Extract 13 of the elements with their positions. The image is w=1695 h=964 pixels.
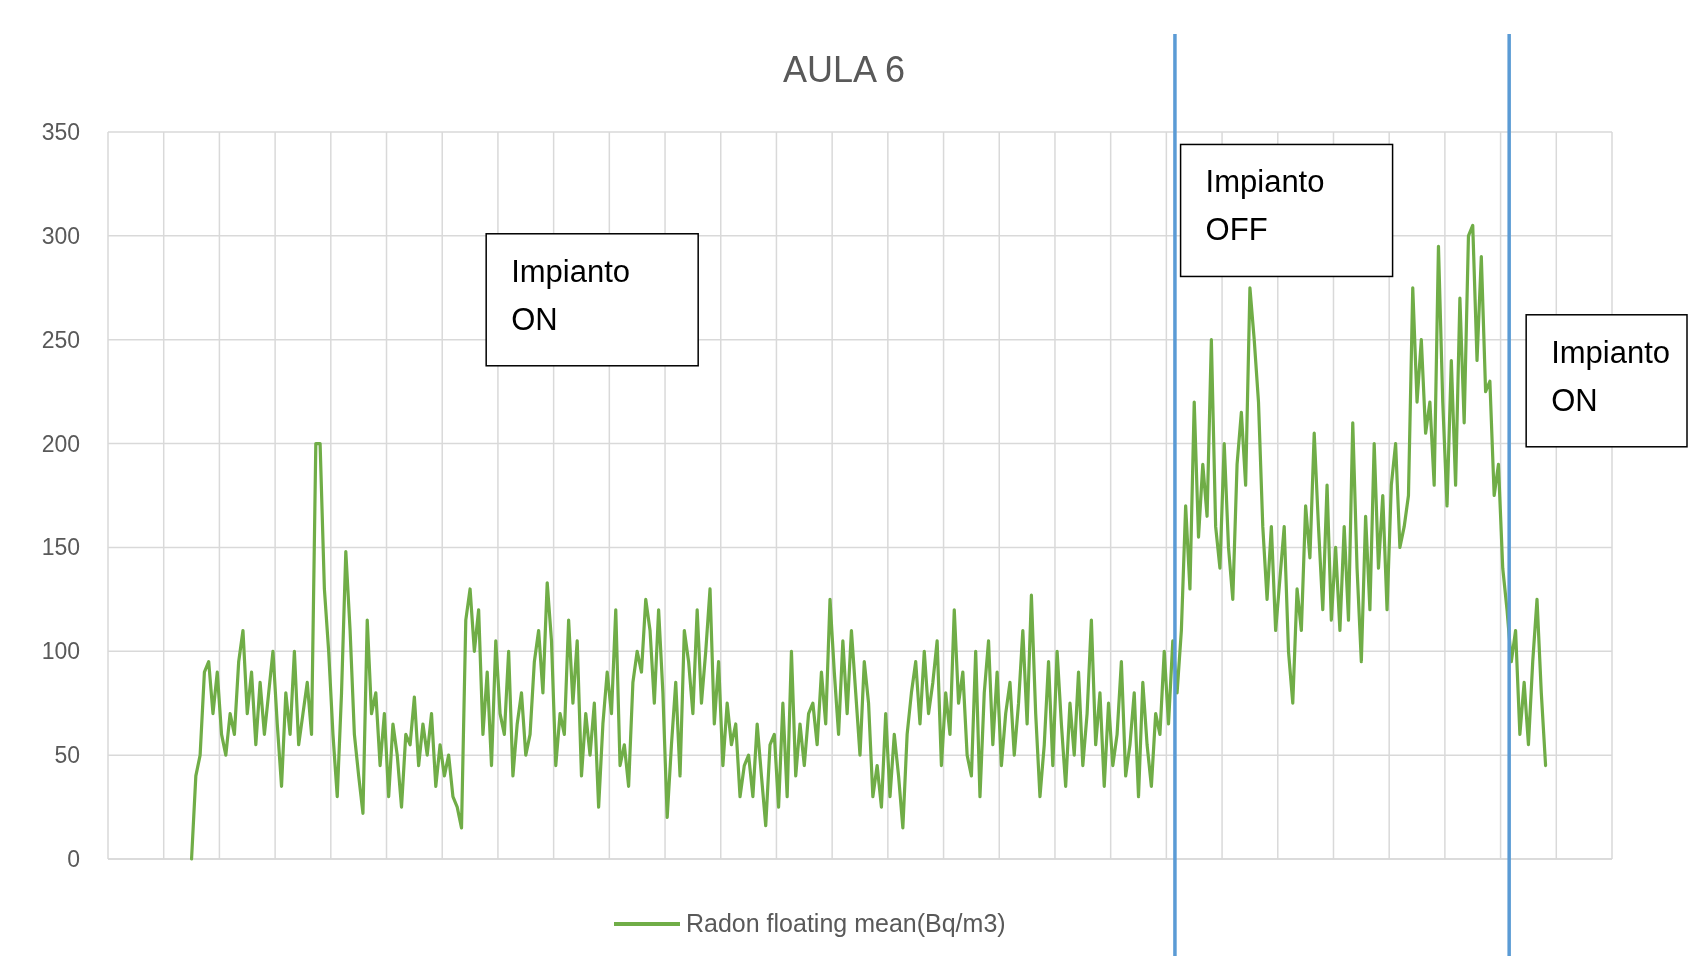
y-tick-label: 50	[54, 742, 80, 769]
annotation: Impianto ON	[1551, 334, 1671, 418]
y-tick-label: 300	[41, 222, 80, 249]
y-tick-label: 350	[41, 119, 80, 146]
annotation: Impianto OFF	[1205, 164, 1325, 248]
legend-label: Radon floating mean(Bq/m3)	[686, 909, 1006, 937]
y-tick-label: 200	[41, 430, 80, 457]
annotation: Impianto ON	[511, 253, 631, 337]
chart-title: AULA 6	[782, 49, 906, 90]
y-tick-label: 0	[67, 846, 80, 873]
y-tick-label: 250	[41, 326, 80, 353]
y-tick-label: 150	[41, 534, 80, 561]
y-tick-label: 100	[41, 638, 80, 665]
